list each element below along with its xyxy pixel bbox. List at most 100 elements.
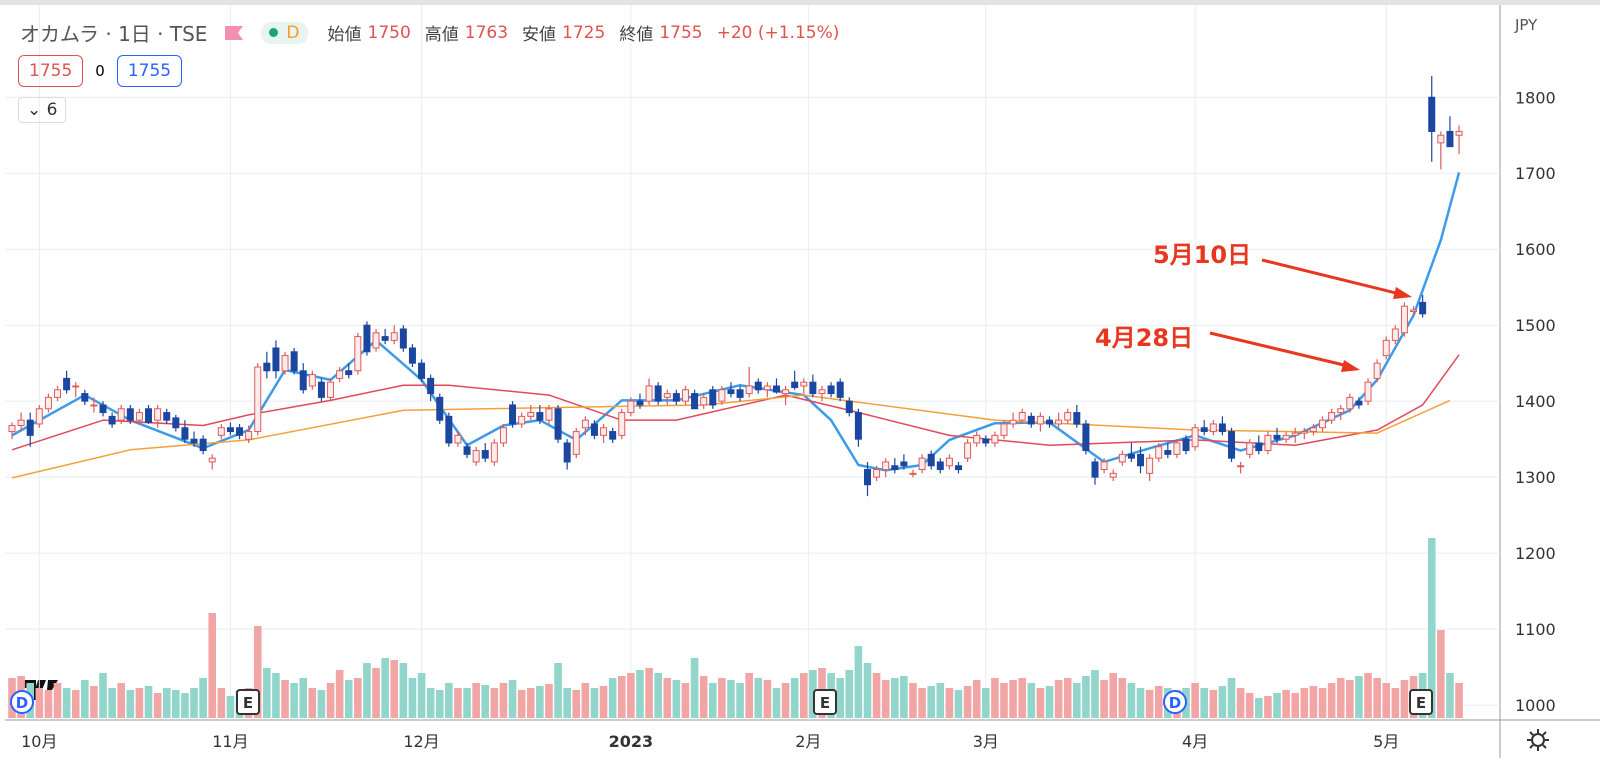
candle-body [636,400,644,406]
volume-bar [1118,678,1127,718]
candle-body [618,412,626,436]
candle-body [1009,419,1017,425]
volume-bar [81,680,89,718]
volume-bar [490,688,499,718]
volume-bar [35,688,44,718]
volume-bar [654,673,662,718]
volume-bar [972,680,981,718]
ohlc-label: 安値 [522,25,557,45]
candle-body [499,427,507,444]
spread: 0 [95,62,105,80]
candle-body [982,438,990,444]
volume-bar [708,683,717,718]
candle-body [836,381,844,398]
settings-icon[interactable] [1527,729,1549,751]
ohlc-label: 終値 [619,25,654,45]
event-badge [1409,689,1433,715]
volume-bar [153,693,162,718]
candle-body [1228,431,1236,459]
candle-body [1410,309,1418,313]
volume-bar [1255,698,1263,718]
candle-body [1182,438,1190,452]
candle-body [918,457,926,471]
candle-body [436,396,444,421]
candle-body [1209,423,1217,433]
candle-body [818,389,826,395]
candle-body [390,332,398,341]
annotation: 5月10日 [1153,241,1251,269]
candle-body [145,408,153,423]
volume-bar [1000,683,1008,718]
candle-body [1164,450,1172,455]
ohlc-label: 始値 [327,25,362,45]
volume-bar [190,688,198,718]
candle-body [1137,453,1145,467]
candle-body [1237,465,1245,468]
event-badge [1163,690,1187,714]
buy-price[interactable]: 1755 [116,55,183,87]
candle-body [663,393,671,398]
y-tick-label: 1000 [1515,696,1556,715]
candle-body [1191,427,1199,448]
flag-icon[interactable] [223,24,245,42]
candle-body [727,389,735,395]
volume-bar [581,683,590,718]
candle-body [527,412,535,417]
candle-body [509,404,517,425]
volume-bar [1218,686,1227,718]
candle-body [208,457,216,463]
indicator-toggle[interactable]: ⌄ 6 [18,97,67,123]
volume-bar [517,690,526,718]
candle-body [1446,130,1454,148]
candle-body [327,381,335,398]
candle-body [126,408,134,421]
volume-bar [1391,688,1400,718]
volume-bar [863,663,872,718]
volume-bar [135,688,144,718]
y-tick-label: 1500 [1515,316,1556,335]
event-label: D [16,694,28,712]
volume-bar [772,688,781,718]
volume-bar [326,683,335,718]
candle-body [1309,427,1317,433]
candle-body [1036,415,1044,425]
event-label: E [1416,694,1426,712]
volume-bar [1336,678,1345,718]
volume-bar [1036,688,1045,718]
volume-bar [836,678,844,718]
volume-bar [1145,690,1154,718]
volume-bar [1073,683,1081,718]
candle-body [463,446,471,455]
volume-bar [881,680,890,718]
candle-body [354,336,362,372]
volume-bar [454,688,462,718]
candle-body [809,381,817,395]
event-badge [236,689,260,715]
status-badge[interactable]: D [261,21,308,44]
event-marker[interactable]: D [10,690,34,714]
y-tick-label: 1200 [1515,544,1556,563]
sell-price[interactable]: 1755 [18,55,84,87]
candle-body [572,431,580,455]
volume-bar [1355,676,1363,718]
candle-body [1155,446,1163,459]
volume-bar [426,688,435,718]
event-marker[interactable]: D [1163,690,1187,714]
volume-bar [1009,680,1017,718]
volume-bar [299,678,308,718]
volume-bar [1427,538,1436,718]
currency[interactable]: JPY [1514,16,1538,34]
event-marker[interactable]: E [1409,689,1433,715]
event-marker[interactable]: E [813,689,837,715]
x-tick-label: 5月 [1373,732,1399,751]
volume-bar [608,678,617,718]
volume-bar [909,683,917,718]
candle-body [700,396,708,406]
volume-bar [1191,683,1199,718]
event-marker[interactable]: E [236,689,260,715]
candle-body [827,385,835,395]
candle-body [654,385,662,402]
candle-body [609,431,617,440]
candle-body [882,461,890,471]
